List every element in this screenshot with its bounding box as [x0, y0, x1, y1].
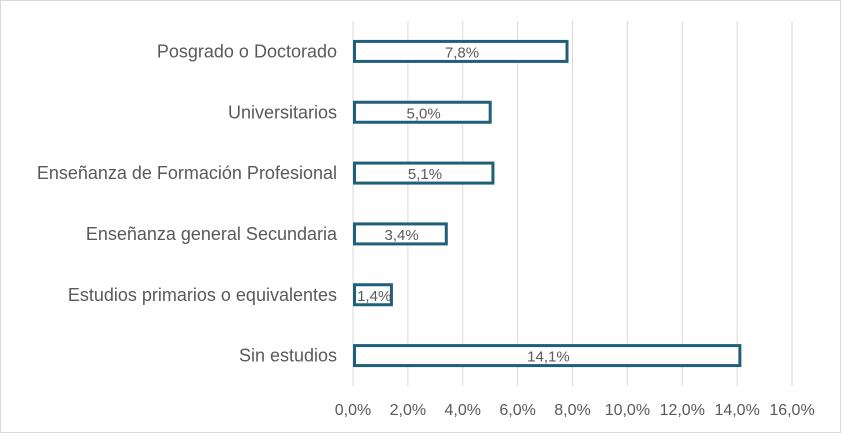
- x-tick-label: 16,0%: [769, 402, 814, 419]
- x-tick-label: 10,0%: [605, 402, 650, 419]
- category-label: Universitarios: [228, 102, 337, 122]
- x-tick-label: 2,0%: [390, 402, 426, 419]
- category-label: Enseñanza general Secundaria: [86, 224, 338, 244]
- category-label: Sin estudios: [239, 346, 337, 366]
- bars: 7,8% 5,0% 5,1% 3,4% 1,4% 14,1%: [353, 39, 742, 368]
- gridlines: [352, 21, 793, 386]
- category-label: Posgrado o Doctorado: [157, 41, 337, 61]
- bar: [353, 222, 448, 246]
- data-label: 7,8%: [445, 44, 479, 61]
- x-tick-label: 6,0%: [499, 402, 535, 419]
- bar: [353, 100, 492, 124]
- bar: [353, 283, 393, 307]
- x-tick-label: 0,0%: [335, 402, 371, 419]
- bar: [353, 39, 569, 63]
- data-label: 3,4%: [385, 227, 419, 244]
- x-tick-labels: 0,0% 2,0% 4,0% 6,0% 8,0% 10,0% 12,0% 14,0% 16,0%: [335, 402, 815, 419]
- bar: [353, 161, 495, 185]
- category-label: Enseñanza de Formación Profesional: [37, 163, 337, 183]
- x-tick-label: 8,0%: [554, 402, 590, 419]
- data-label: 14,1%: [527, 349, 570, 366]
- category-label: Estudios primarios o equivalentes: [68, 285, 337, 305]
- data-label: 1,4%: [357, 288, 391, 305]
- x-tick-label: 14,0%: [714, 402, 759, 419]
- data-label: 5,0%: [406, 105, 440, 122]
- bar: [353, 344, 742, 368]
- x-tick-label: 4,0%: [445, 402, 481, 419]
- data-label: 5,1%: [408, 166, 442, 183]
- category-labels: Posgrado o Doctorado Universitarios Enseña…: [37, 41, 338, 365]
- x-tick-label: 12,0%: [660, 402, 705, 419]
